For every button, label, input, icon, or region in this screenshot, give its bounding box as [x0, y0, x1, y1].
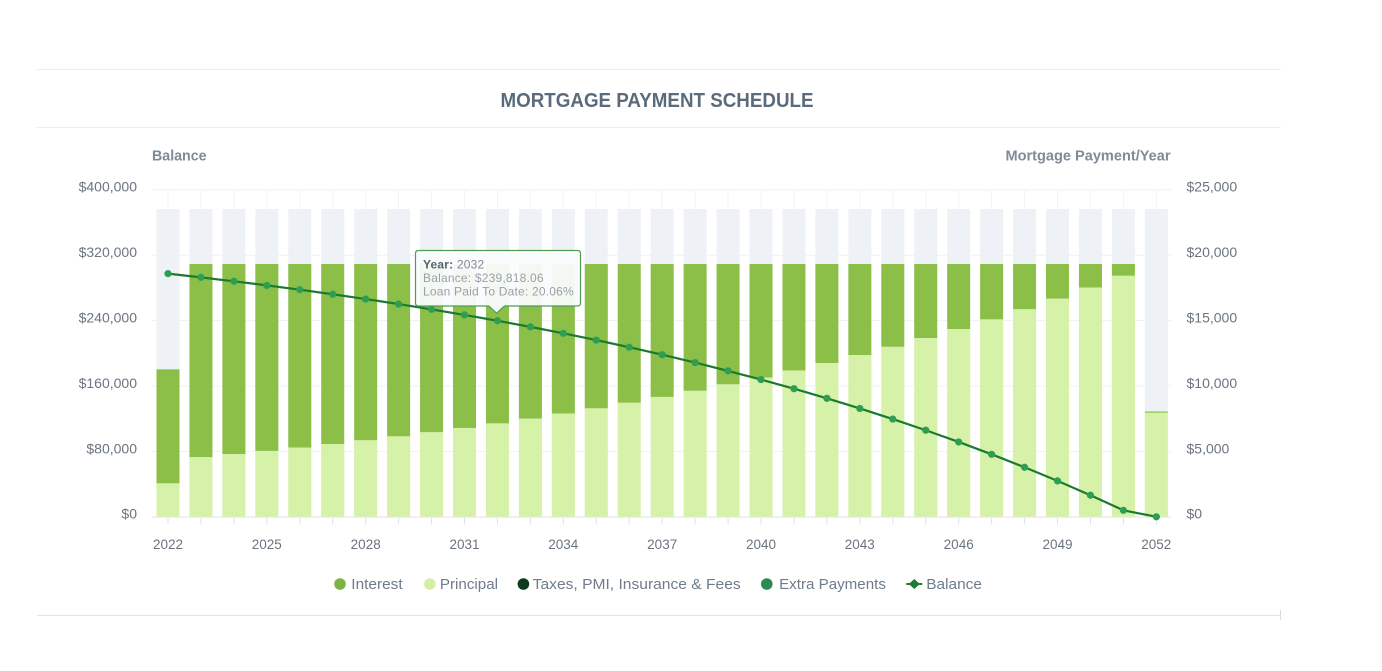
svg-text:Balance: Balance — [152, 148, 207, 165]
svg-text:2043: 2043 — [845, 537, 875, 552]
svg-text:2040: 2040 — [746, 537, 776, 552]
svg-text:2052: 2052 — [1141, 537, 1171, 552]
svg-text:$320,000: $320,000 — [79, 244, 138, 260]
svg-text:$15,000: $15,000 — [1187, 310, 1238, 326]
svg-text:2028: 2028 — [351, 537, 381, 552]
svg-text:Loan Paid To Date: 20.06%: Loan Paid To Date: 20.06% — [423, 285, 574, 299]
svg-text:MORTGAGE PAYMENT SCHEDULE: MORTGAGE PAYMENT SCHEDULE — [501, 90, 814, 112]
svg-text:2022: 2022 — [153, 537, 183, 552]
svg-text:$400,000: $400,000 — [79, 179, 138, 195]
svg-text:$5,000: $5,000 — [1187, 440, 1230, 456]
svg-text:$10,000: $10,000 — [1187, 375, 1238, 391]
svg-text:2031: 2031 — [449, 537, 479, 552]
svg-text:$0: $0 — [121, 506, 137, 522]
svg-text:$0: $0 — [1187, 506, 1203, 522]
svg-text:Taxes, PMI, Insurance & Fees: Taxes, PMI, Insurance & Fees — [533, 577, 741, 593]
svg-text:$80,000: $80,000 — [86, 440, 137, 456]
svg-text:2046: 2046 — [944, 537, 974, 552]
svg-text:Extra Payments: Extra Payments — [779, 577, 886, 593]
svg-text:2049: 2049 — [1042, 537, 1072, 552]
svg-text:$240,000: $240,000 — [79, 310, 138, 326]
svg-text:Interest: Interest — [351, 577, 402, 593]
svg-text:Balance: Balance — [926, 577, 982, 593]
svg-text:$160,000: $160,000 — [79, 375, 138, 391]
svg-text:Mortgage Payment/Year: Mortgage Payment/Year — [1006, 148, 1171, 165]
svg-text:Year: 2032: Year: 2032 — [423, 258, 485, 272]
svg-text:2037: 2037 — [647, 537, 677, 552]
svg-text:$20,000: $20,000 — [1187, 244, 1238, 260]
svg-text:2025: 2025 — [252, 537, 282, 552]
svg-text:Principal: Principal — [440, 577, 498, 593]
svg-text:2034: 2034 — [548, 537, 579, 552]
svg-text:Balance: $239,818.06: Balance: $239,818.06 — [423, 271, 544, 285]
svg-text:$25,000: $25,000 — [1187, 179, 1238, 195]
